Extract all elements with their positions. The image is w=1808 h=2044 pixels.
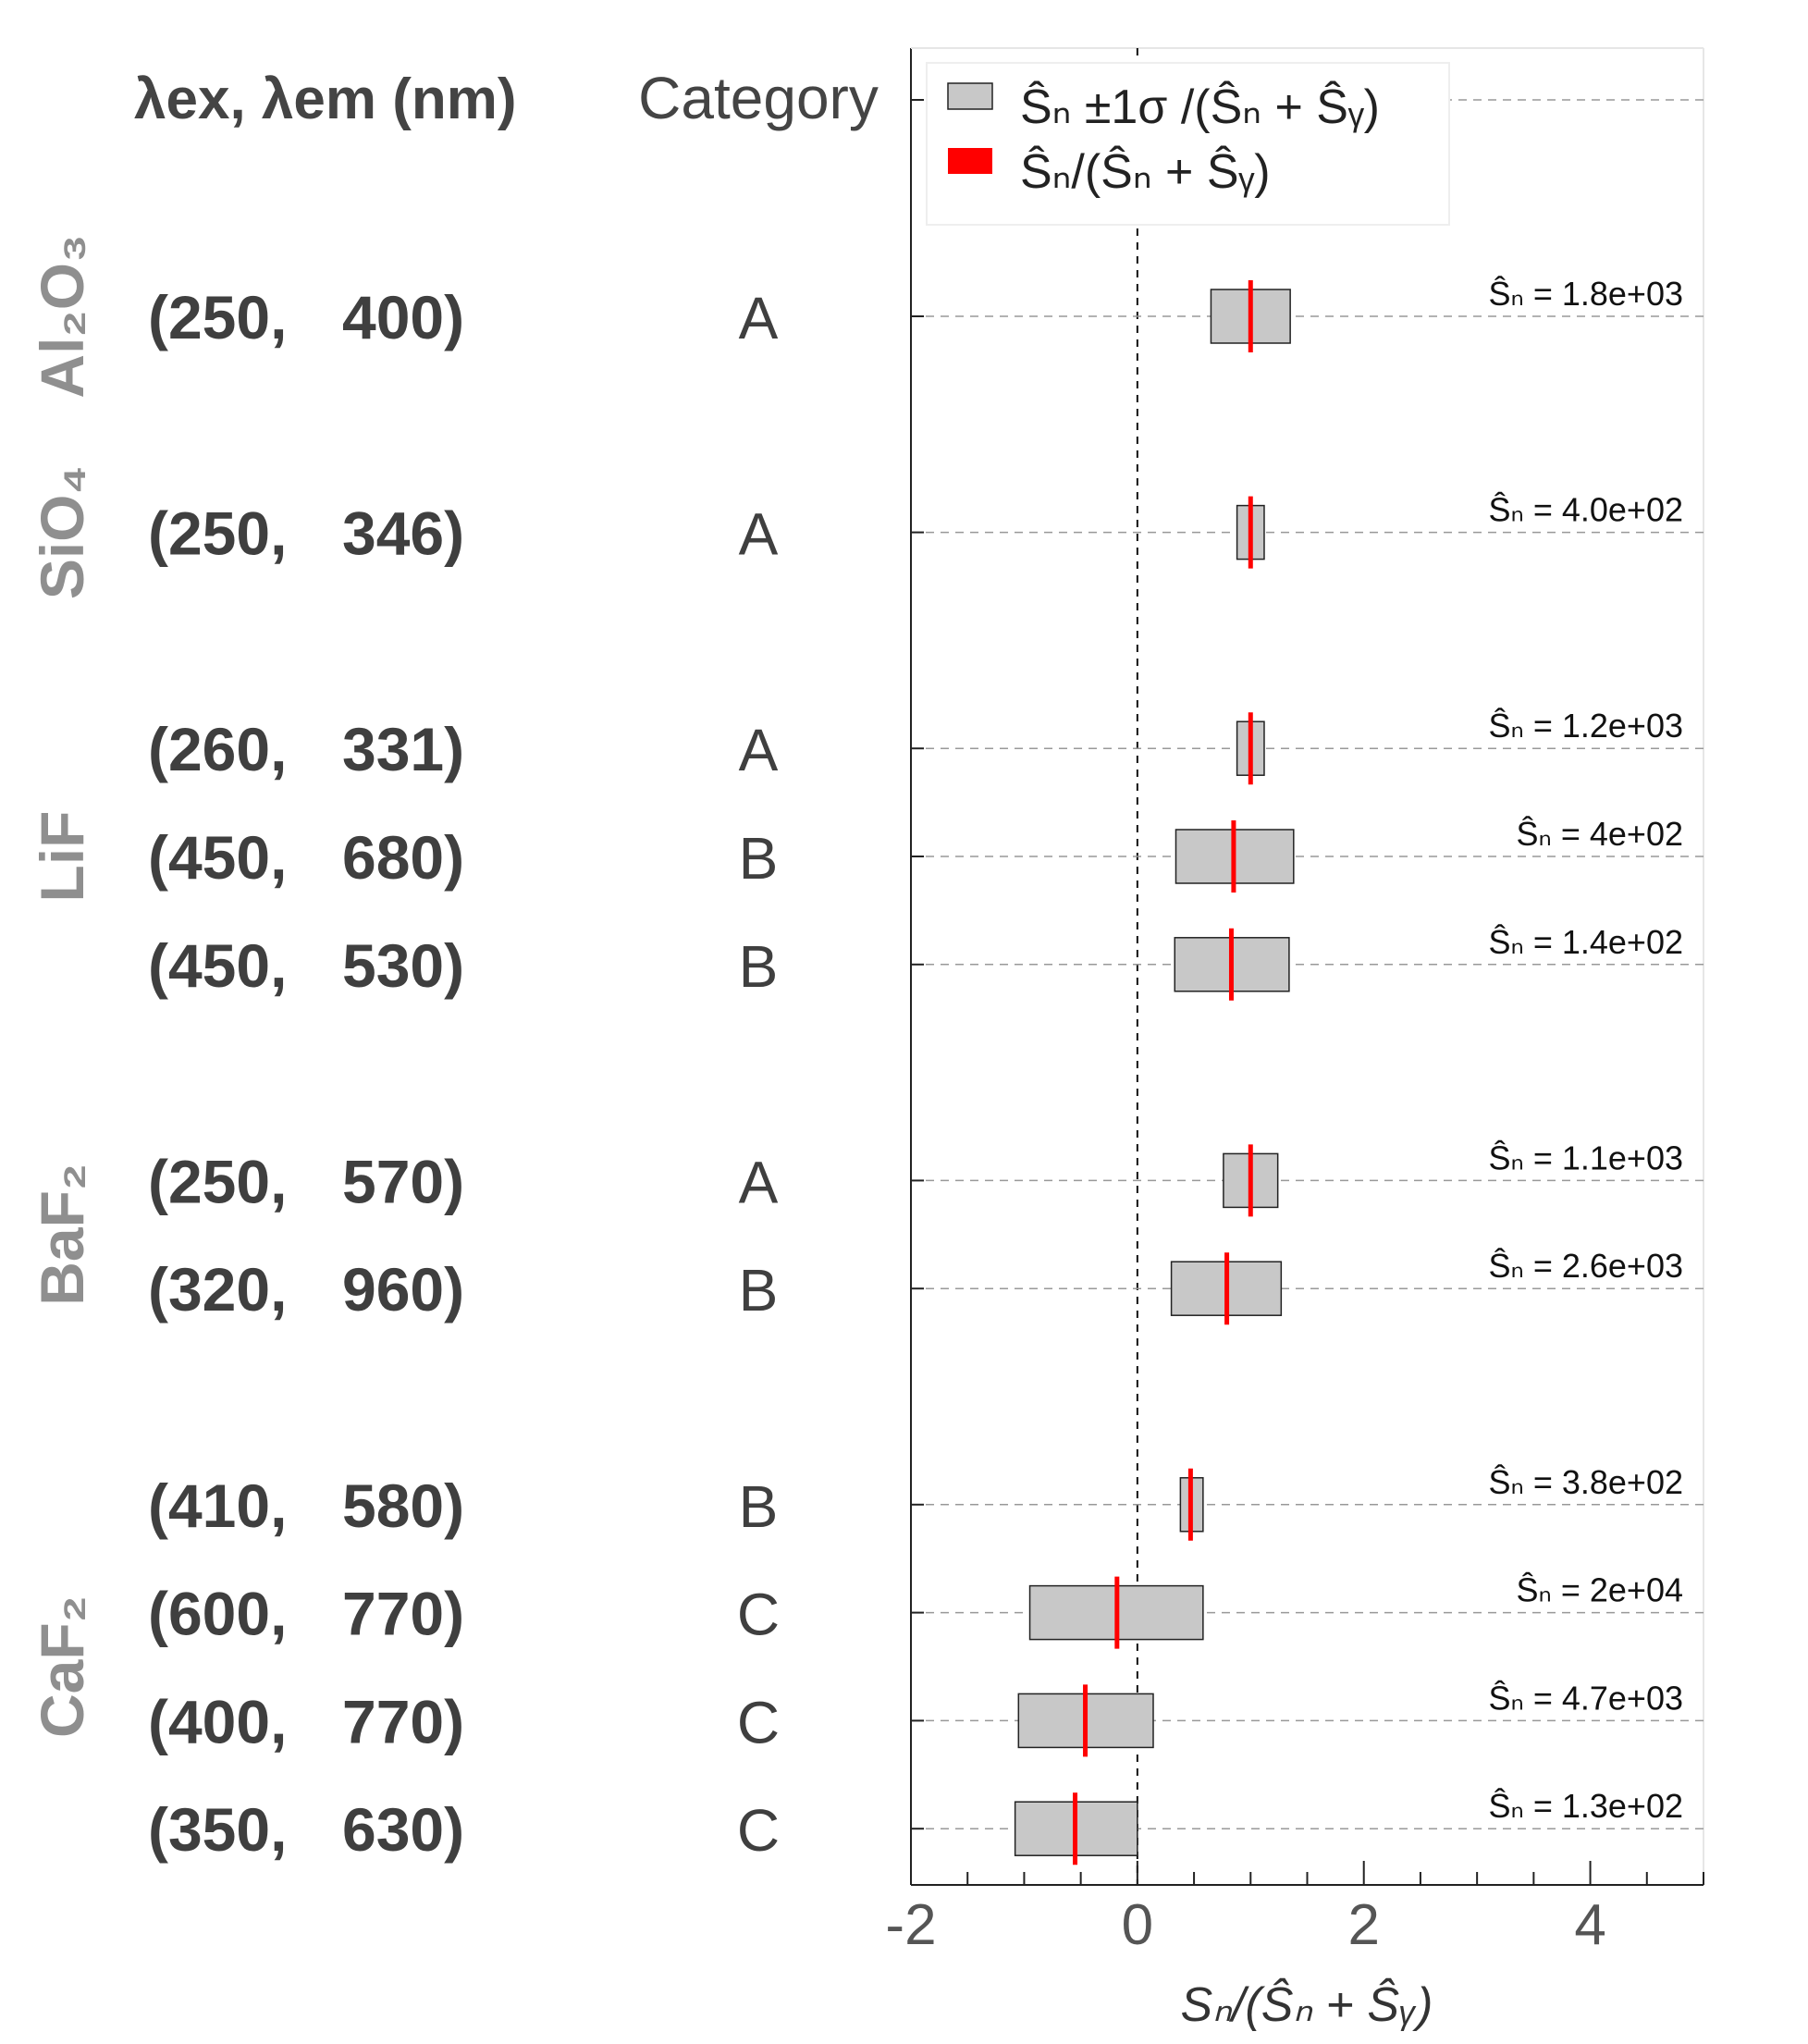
category-label: B [739, 1473, 779, 1540]
material-group-label: LiF [28, 811, 96, 903]
emission-wavelength: 770) [342, 1687, 464, 1755]
yield-annotation: Ŝₙ = 1.1e+03 [1488, 1139, 1683, 1176]
legend-label-central: Ŝₙ/(Ŝₙ + Ŝᵧ) [1020, 145, 1271, 199]
emission-wavelength: 680) [342, 823, 464, 892]
category-label: B [739, 825, 779, 892]
category-label: A [739, 285, 779, 351]
yield-annotation: Ŝₙ = 1.8e+03 [1488, 275, 1683, 313]
data-row: Ŝₙ = 4e+02 (450, 680) B [148, 815, 1703, 893]
emission-wavelength: 570) [342, 1147, 464, 1215]
yield-annotation: Ŝₙ = 4.7e+03 [1488, 1679, 1683, 1717]
data-row: Ŝₙ = 1.3e+02 (350, 630) C [148, 1787, 1703, 1865]
yield-annotation: Ŝₙ = 4e+02 [1517, 815, 1684, 853]
data-row: Ŝₙ = 2.6e+03 (320, 960) B [148, 1247, 1703, 1325]
data-row: Ŝₙ = 4.0e+02 (250, 346) A [148, 491, 1703, 569]
data-row: Ŝₙ = 1.1e+03 (250, 570) A [148, 1139, 1703, 1217]
group-labels: Al₂O₃ SiO₄ LiF BaF₂ CaF₂ [28, 234, 96, 1738]
excitation-wavelength: (600, [148, 1580, 287, 1648]
data-row: Ŝₙ = 1.8e+03 (250, 400) A [148, 275, 1703, 352]
yield-annotation: Ŝₙ = 2.6e+03 [1488, 1247, 1683, 1285]
yield-annotation: Ŝₙ = 4.0e+02 [1488, 491, 1683, 529]
category-label: A [739, 717, 779, 783]
legend: Ŝₙ ±1σ /(Ŝₙ + Ŝᵧ) Ŝₙ/(Ŝₙ + Ŝᵧ) [926, 62, 1450, 226]
yield-annotation: Ŝₙ = 2e+04 [1517, 1571, 1684, 1609]
category-header: Category [638, 65, 879, 131]
x-tick-label: 0 [1122, 1893, 1153, 1957]
excitation-wavelength: (250, [148, 499, 287, 568]
excitation-wavelength: (450, [148, 823, 287, 892]
x-tick-label: -2 [885, 1893, 936, 1957]
x-tick-label: 2 [1347, 1893, 1379, 1957]
category-label: C [737, 1689, 780, 1755]
excitation-wavelength: (450, [148, 931, 287, 1000]
material-group-label: SiO₄ [28, 465, 96, 599]
emission-wavelength: 960) [342, 1255, 464, 1324]
emission-wavelength: 400) [342, 283, 464, 351]
category-label: B [739, 1257, 779, 1324]
data-row: Ŝₙ = 4.7e+03 (400, 770) C [148, 1679, 1703, 1757]
legend-swatch-interval [947, 82, 993, 110]
x-tick-label: 4 [1574, 1893, 1605, 1957]
yield-annotation: Ŝₙ = 1.3e+02 [1488, 1787, 1683, 1825]
excitation-wavelength: (250, [148, 1147, 287, 1215]
material-group-label: CaF₂ [28, 1595, 96, 1738]
yield-annotation: Ŝₙ = 1.2e+03 [1488, 707, 1683, 745]
emission-wavelength: 530) [342, 931, 464, 1000]
x-axis-ticks: -2 0 2 4 [885, 1861, 1704, 1957]
excitation-wavelength: (410, [148, 1471, 287, 1540]
emission-wavelength: 346) [342, 499, 464, 568]
emission-wavelength: 630) [342, 1795, 464, 1864]
category-label: B [739, 933, 779, 1000]
material-group-label: BaF₂ [28, 1164, 96, 1306]
data-row: Ŝₙ = 1.4e+02 (450, 530) B [148, 923, 1703, 1001]
data-row: Ŝₙ = 1.2e+03 (260, 331) A [148, 707, 1703, 785]
emission-wavelength: 580) [342, 1471, 464, 1540]
excitation-wavelength: (250, [148, 283, 287, 351]
emission-wavelength: 770) [342, 1580, 464, 1648]
material-group-label: Al₂O₃ [28, 234, 96, 398]
category-label: C [737, 1797, 780, 1864]
legend-swatch-central [948, 148, 992, 174]
excitation-wavelength: (350, [148, 1795, 287, 1864]
data-row: Ŝₙ = 3.8e+02 (410, 580) B [148, 1463, 1703, 1541]
excitation-wavelength: (320, [148, 1255, 287, 1324]
category-label: C [737, 1582, 780, 1648]
legend-label-interval: Ŝₙ ±1σ /(Ŝₙ + Ŝᵧ) [1020, 80, 1380, 134]
yield-annotation: Ŝₙ = 3.8e+02 [1488, 1463, 1683, 1501]
data-rows: Ŝₙ = 1.8e+03 (250, 400) A Ŝₙ = 4.0e+02 (250, 3… [148, 275, 1703, 1865]
legend-frame [926, 62, 1450, 226]
excitation-wavelength: (400, [148, 1687, 287, 1755]
wavelength-header: λex, λem (nm) [134, 68, 517, 131]
x-axis-label: Sₙ/(Ŝₙ + Ŝᵧ) [1181, 1978, 1433, 2032]
category-label: A [739, 1149, 779, 1215]
excitation-wavelength: (260, [148, 715, 287, 783]
yield-annotation: Ŝₙ = 1.4e+02 [1488, 923, 1683, 961]
category-label: A [739, 501, 779, 568]
emission-wavelength: 331) [342, 715, 464, 783]
data-row: Ŝₙ = 2e+04 (600, 770) C [148, 1571, 1703, 1649]
